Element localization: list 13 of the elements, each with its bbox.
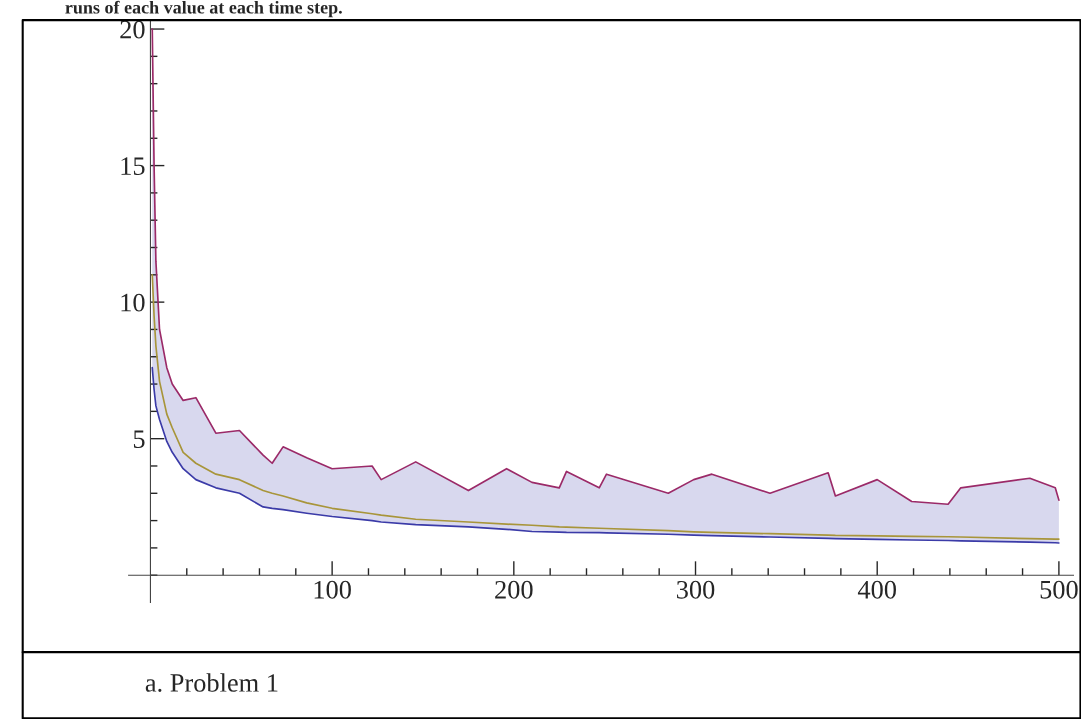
text: a. Problem 1 — [145, 673, 278, 692]
chart-title: runs of each value at each time step. — [65, 0, 342, 18]
line-series — [151, 273, 1060, 541]
x-tick-label: 500 — [1040, 580, 1078, 599]
x-tick-label: 100 — [314, 580, 351, 599]
y-tick-label: 15 — [121, 157, 145, 175]
y-tick-label: 20 — [120, 20, 145, 39]
x-tick-label: 200 — [495, 580, 533, 599]
y-tick-label: 5 — [133, 430, 145, 449]
y-tick-label: 10 — [121, 293, 145, 312]
line-series — [151, 366, 1060, 544]
x-tick-label: 300 — [676, 580, 715, 599]
x-tick-label: 400 — [857, 580, 896, 599]
